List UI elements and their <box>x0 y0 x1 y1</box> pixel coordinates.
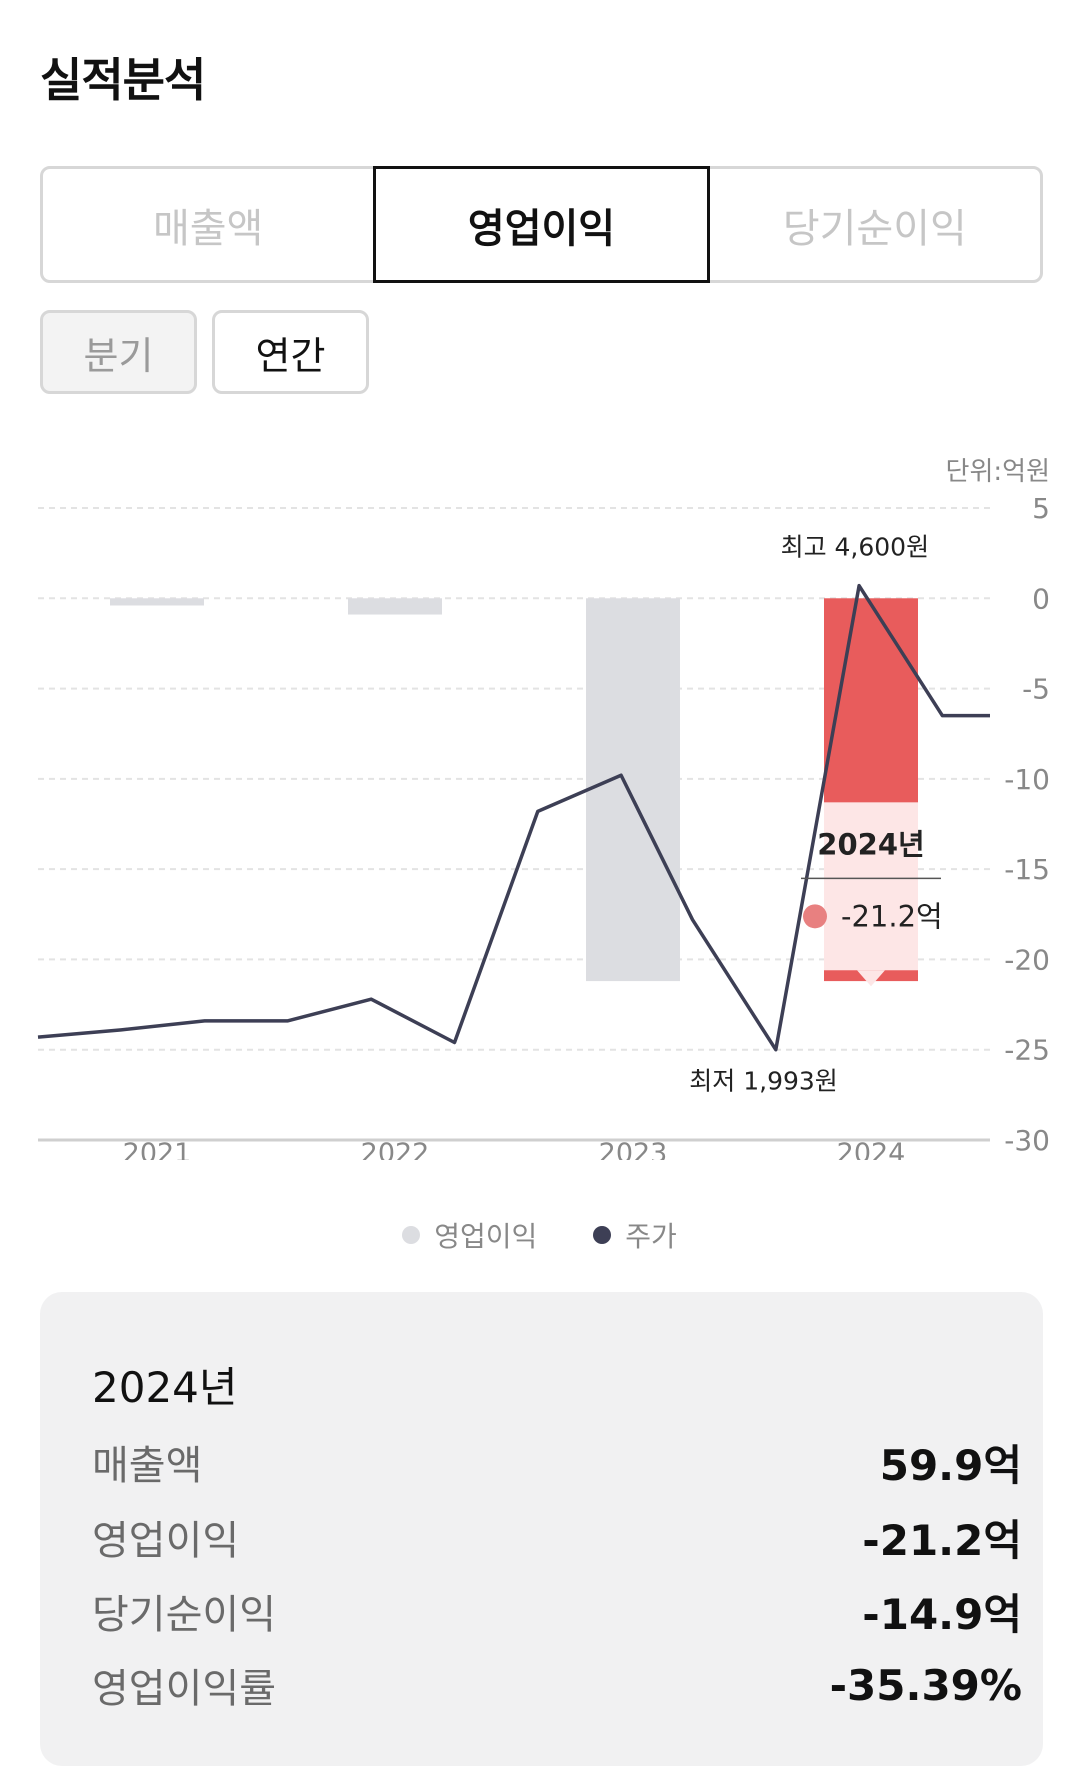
x-tick-label: 2023 <box>599 1138 668 1160</box>
metric-tabs: 매출액 영업이익 당기순이익 <box>40 166 1043 283</box>
tooltip-box <box>824 802 918 971</box>
tab-operating-profit[interactable]: 영업이익 <box>373 166 710 283</box>
summary-value: -35.39% <box>829 1660 1022 1710</box>
tab-revenue[interactable]: 매출액 <box>40 166 377 283</box>
tooltip-dot <box>803 904 827 929</box>
y-tick-label: -25 <box>1004 1034 1050 1067</box>
annual-button[interactable]: 연간 <box>212 310 369 394</box>
summary-row-operating-margin: 영업이익률 -35.39% <box>92 1655 1022 1715</box>
summary-label: 매출액 <box>92 1443 203 1489</box>
summary-label: 영업이익 <box>92 1518 240 1564</box>
y-tick-label: -30 <box>1004 1124 1050 1157</box>
summary-label: 당기순이익 <box>92 1592 276 1638</box>
section-title: 실적분석 <box>40 53 206 107</box>
y-tick-label: -5 <box>1022 673 1050 706</box>
chart-tooltip: 2024년 -21.2억 <box>801 802 943 987</box>
summary-card: 2024년 매출액 59.9억 영업이익 -21.2억 당기순이익 -14.9억… <box>40 1292 1043 1766</box>
chart-labels: 단위:억원 5 0 -5 -10 -15 -20 -25 -30 2021 2022 2023 2024… <box>123 457 1050 1160</box>
legend-item-operating-profit[interactable]: 영업이익 <box>402 1215 537 1255</box>
legend-label-operating-profit: 영업이익 <box>434 1220 538 1253</box>
chart-stock-line <box>37 583 990 1052</box>
tooltip-value: -21.2억 <box>841 899 943 933</box>
bar-2022 <box>348 598 442 615</box>
operating-profit-chart: 단위:억원 5 0 -5 -10 -15 -20 -25 -30 2021 2022 2023 2024… <box>37 457 1050 1160</box>
y-tick-label: -10 <box>1004 763 1050 796</box>
chart-unit-label: 단위:억원 <box>946 457 1050 487</box>
chart-grid <box>38 507 990 1142</box>
y-tick-label: 5 <box>1032 492 1050 525</box>
chart-legend: 영업이익 주가 <box>0 1215 1079 1255</box>
stock-price-line <box>37 583 990 1052</box>
legend-dot-stock-price <box>593 1226 612 1244</box>
y-tick-label: -20 <box>1004 943 1050 976</box>
x-tick-label: 2024 <box>837 1138 906 1160</box>
summary-label: 영업이익률 <box>92 1666 276 1712</box>
quarterly-button[interactable]: 분기 <box>40 310 197 394</box>
summary-value: -21.2억 <box>862 1515 1022 1565</box>
min-price-annotation: 최저 1,993원 <box>689 1067 838 1096</box>
summary-value: -14.9억 <box>862 1589 1022 1639</box>
summary-row-net-income: 당기순이익 -14.9억 <box>92 1581 1022 1641</box>
summary-value: 59.9억 <box>879 1440 1022 1490</box>
legend-label-stock-price: 주가 <box>625 1220 677 1253</box>
summary-year: 2024년 <box>92 1363 238 1412</box>
legend-item-stock-price[interactable]: 주가 <box>593 1215 677 1255</box>
legend-dot-operating-profit <box>402 1226 421 1244</box>
x-tick-label: 2021 <box>123 1138 192 1160</box>
y-tick-label: 0 <box>1032 582 1050 615</box>
bar-2021 <box>110 598 204 606</box>
tooltip-pointer <box>857 970 885 987</box>
bar-2023 <box>586 598 680 982</box>
max-price-annotation: 최고 4,600원 <box>781 533 930 562</box>
tooltip-title: 2024년 <box>817 827 924 861</box>
summary-row-operating-profit: 영업이익 -21.2억 <box>92 1507 1022 1567</box>
tab-net-income[interactable]: 당기순이익 <box>706 166 1043 283</box>
x-tick-label: 2022 <box>361 1138 430 1160</box>
y-tick-label: -15 <box>1004 853 1050 886</box>
summary-row-revenue: 매출액 59.9억 <box>92 1432 1022 1492</box>
